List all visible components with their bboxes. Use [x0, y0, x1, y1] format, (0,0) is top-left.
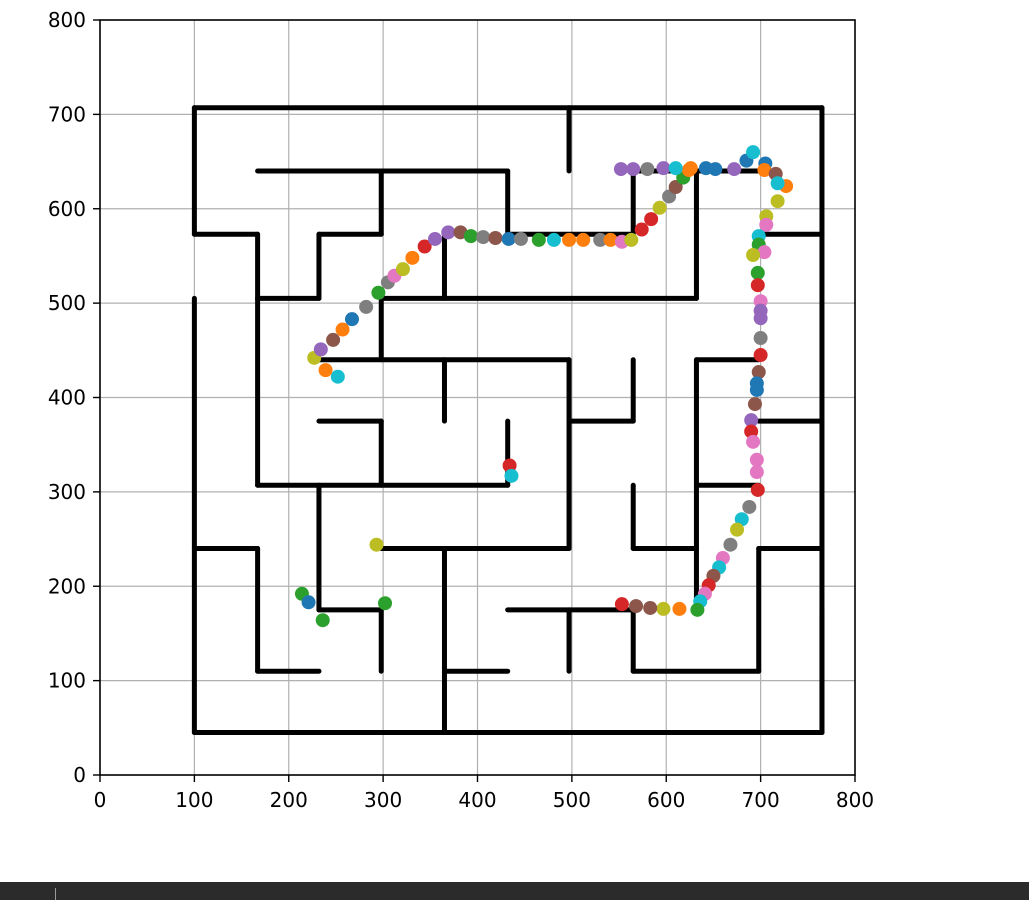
trajectory-point-68 [750, 278, 765, 293]
trajectory-point-65 [757, 245, 772, 260]
trajectory-points [294, 145, 794, 628]
grid-lines [100, 20, 855, 775]
trajectory-point-32 [576, 232, 591, 247]
x-tick-label-6: 600 [647, 788, 685, 812]
trajectory-point-82 [749, 465, 764, 480]
trajectory-point-12 [335, 322, 350, 337]
x-tick-label-8: 800 [836, 788, 874, 812]
x-axis-ticks: 0 100 200 300 400 500 600 700 800 [94, 775, 874, 812]
trajectory-point-4 [369, 537, 384, 552]
x-tick-label-2: 200 [270, 788, 308, 812]
y-tick-label-7: 700 [48, 102, 86, 126]
y-tick-label-4: 400 [48, 386, 86, 410]
trajectory-point-71 [753, 311, 768, 326]
bottom-toolbar [0, 882, 1029, 900]
trajectory-point-37 [634, 222, 649, 237]
trajectory-point-73 [753, 348, 768, 363]
trajectory-point-21 [428, 231, 443, 246]
trajectory-point-80 [746, 434, 761, 449]
trajectory-point-49 [683, 161, 698, 176]
x-tick-label-3: 300 [364, 788, 402, 812]
trajectory-point-46 [640, 162, 655, 177]
trajectory-point-51 [708, 162, 723, 177]
x-tick-label-1: 100 [175, 788, 213, 812]
trajectory-point-66 [746, 247, 761, 262]
trajectory-point-6 [504, 468, 519, 483]
trajectory-point-25 [476, 230, 491, 245]
trajectory-point-99 [614, 597, 629, 612]
trajectory-point-28 [513, 231, 528, 246]
trajectory-point-47 [656, 161, 671, 176]
trajectory-point-96 [656, 601, 671, 616]
trajectory-point-30 [546, 232, 561, 247]
trajectory-point-79 [744, 424, 759, 439]
x-tick-label-0: 0 [94, 788, 107, 812]
trajectory-point-5 [502, 458, 517, 473]
trajectory-point-36 [624, 232, 639, 247]
trajectory-point-83 [750, 482, 765, 497]
trajectory-point-74 [751, 365, 766, 380]
trajectory-point-19 [405, 250, 420, 265]
trajectory-point-78 [744, 413, 759, 428]
trajectory-point-62 [759, 217, 774, 232]
trajectory-point-44 [613, 162, 628, 177]
trajectory-point-20 [417, 239, 432, 254]
trajectory-point-81 [749, 452, 764, 467]
y-tick-label-6: 600 [48, 197, 86, 221]
x-tick-label-5: 500 [553, 788, 591, 812]
trajectory-point-48 [668, 161, 683, 176]
trajectory-point-41 [668, 180, 683, 195]
y-tick-label-1: 100 [48, 669, 86, 693]
x-tick-label-7: 700 [742, 788, 780, 812]
y-tick-label-8: 800 [48, 8, 86, 32]
trajectory-point-22 [441, 225, 456, 240]
trajectory-point-76 [749, 382, 764, 397]
trajectory-point-45 [626, 162, 641, 177]
trajectory-point-10 [313, 342, 328, 357]
trajectory-point-29 [531, 232, 546, 247]
trajectory-point-52 [727, 162, 742, 177]
trajectory-point-33 [593, 232, 608, 247]
trajectory-point-1 [301, 595, 316, 610]
y-tick-label-5: 500 [48, 291, 86, 315]
x-tick-label-4: 400 [458, 788, 496, 812]
trajectory-point-2 [315, 613, 330, 628]
trajectory-point-86 [730, 522, 745, 537]
y-tick-label-3: 300 [48, 480, 86, 504]
y-axis-ticks: 0 100 200 300 400 500 600 700 800 [48, 8, 100, 787]
trajectory-point-98 [629, 599, 644, 614]
trajectory-point-95 [672, 601, 687, 616]
trajectory-point-94 [690, 602, 705, 617]
trajectory-point-59 [770, 176, 785, 191]
trajectory-point-14 [359, 299, 374, 314]
trajectory-point-27 [501, 231, 516, 246]
trajectory-point-72 [753, 331, 768, 346]
trajectory-point-39 [652, 200, 667, 215]
y-tick-label-0: 0 [73, 763, 86, 787]
trajectory-point-38 [644, 212, 659, 227]
trajectory-point-15 [371, 285, 386, 300]
trajectory-point-87 [723, 537, 738, 552]
trajectory-point-7 [330, 369, 345, 384]
trajectory-point-18 [395, 262, 410, 277]
trajectory-point-67 [750, 265, 765, 280]
text-cursor [55, 888, 56, 900]
trajectory-point-3 [378, 596, 393, 611]
y-tick-label-2: 200 [48, 574, 86, 598]
trajectory-point-31 [562, 232, 577, 247]
trajectory-point-84 [742, 499, 757, 514]
trajectory-point-8 [318, 363, 333, 378]
trajectory-point-97 [643, 600, 658, 615]
trajectory-point-26 [488, 231, 503, 246]
trajectory-point-34 [603, 232, 618, 247]
trajectory-point-13 [344, 312, 359, 327]
trajectory-point-60 [770, 194, 785, 209]
trajectory-point-77 [747, 397, 762, 412]
trajectory-point-54 [746, 145, 761, 160]
trajectory-point-24 [463, 229, 478, 244]
maze-scatter-chart: 0 100 200 300 400 500 600 700 800 0 100 200 300 400 5… [48, 8, 874, 812]
trajectory-point-11 [326, 332, 341, 347]
trajectory-point-56 [757, 163, 772, 178]
